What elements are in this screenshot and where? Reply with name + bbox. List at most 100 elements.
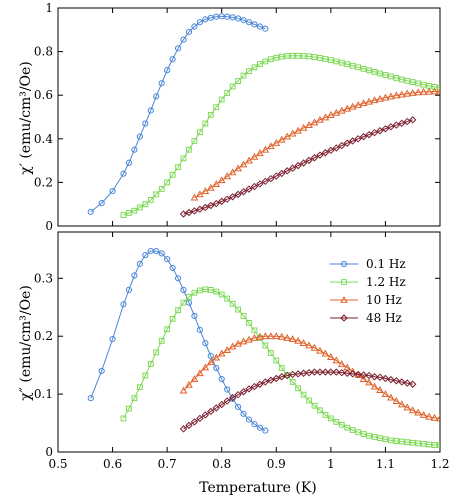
- data-point-1-2-hz: [142, 372, 149, 379]
- data-point-10-hz: [228, 168, 237, 176]
- x-tick-label: 0.6: [103, 457, 122, 471]
- data-point-1-2-hz: [437, 85, 440, 91]
- data-point-48-hz: [343, 369, 351, 377]
- x-tick-label: 0.7: [158, 457, 177, 471]
- data-point-1-2-hz: [180, 155, 187, 162]
- legend-label-1-2-hz: 1.2 Hz: [366, 275, 406, 289]
- data-point-48-hz: [179, 425, 188, 433]
- data-point-48-hz: [261, 177, 270, 186]
- data-point-48-hz: [332, 368, 341, 376]
- data-point-10-hz: [250, 333, 259, 341]
- data-point-10-hz: [365, 378, 373, 386]
- data-point-10-hz: [316, 115, 324, 123]
- data-point-0-1-hz: [213, 364, 220, 372]
- data-point-1-2-hz: [327, 57, 334, 64]
- data-point-1-2-hz: [246, 68, 252, 75]
- data-point-10-hz: [261, 332, 270, 340]
- data-point-1-2-hz: [175, 164, 181, 171]
- data-point-48-hz: [327, 368, 335, 376]
- data-point-48-hz: [359, 371, 368, 379]
- data-point-1-2-hz: [349, 427, 356, 433]
- data-point-10-hz: [381, 93, 390, 101]
- data-point-10-hz: [266, 332, 275, 340]
- data-point-0-1-hz: [196, 326, 203, 333]
- data-point-1-2-hz: [126, 405, 132, 412]
- legend-marker-10-hz: [340, 295, 348, 303]
- data-point-1-2-hz: [311, 402, 318, 409]
- data-point-1-2-hz: [377, 70, 383, 77]
- data-point-0-1-hz: [196, 19, 203, 26]
- data-point-48-hz: [365, 130, 373, 139]
- data-point-1-2-hz: [333, 58, 340, 65]
- data-point-10-hz: [381, 390, 390, 398]
- data-point-0-1-hz: [164, 67, 171, 74]
- data-point-48-hz: [278, 169, 286, 178]
- data-point-0-1-hz: [109, 336, 116, 343]
- data-point-48-hz: [218, 197, 226, 206]
- data-point-48-hz: [343, 139, 351, 147]
- data-point-0-1-hz: [98, 367, 105, 375]
- data-point-0-1-hz: [153, 93, 160, 100]
- data-point-10-hz: [283, 333, 292, 341]
- series-line-48-hz: [183, 119, 413, 215]
- data-point-10-hz: [261, 145, 270, 153]
- data-point-1-2-hz: [218, 291, 225, 298]
- data-point-1-2-hz: [311, 54, 318, 60]
- y-tick-label-top: 0.4: [34, 132, 53, 146]
- data-point-10-hz: [206, 183, 215, 191]
- data-point-48-hz: [305, 156, 313, 165]
- data-point-10-hz: [403, 89, 412, 97]
- data-point-0-1-hz: [142, 252, 149, 259]
- data-point-1-2-hz: [387, 73, 394, 80]
- data-point-10-hz: [337, 359, 346, 367]
- data-point-0-1-hz: [262, 25, 269, 32]
- data-point-0-1-hz: [240, 410, 247, 417]
- data-point-48-hz: [261, 378, 270, 386]
- y-axis-label-top: χ′ (emu/cm³/Oe): [18, 61, 34, 175]
- data-point-0-1-hz: [125, 159, 133, 166]
- data-point-1-2-hz: [147, 361, 154, 367]
- data-point-10-hz: [272, 138, 281, 146]
- data-point-1-2-hz: [136, 204, 143, 211]
- data-point-0-1-hz: [174, 275, 182, 282]
- y-tick-label-bottom: 0: [45, 445, 53, 459]
- data-point-0-1-hz: [147, 107, 154, 114]
- data-point-48-hz: [381, 374, 390, 383]
- data-point-0-1-hz: [218, 375, 225, 383]
- data-point-1-2-hz: [366, 67, 372, 74]
- data-point-48-hz: [354, 135, 362, 143]
- data-point-0-1-hz: [109, 188, 116, 195]
- data-point-1-2-hz: [387, 437, 394, 444]
- data-point-48-hz: [376, 373, 384, 382]
- series-0-1-hz-top: [87, 13, 269, 215]
- data-point-48-hz: [370, 373, 379, 381]
- data-point-10-hz: [212, 180, 221, 188]
- data-point-48-hz: [403, 117, 411, 126]
- data-point-48-hz: [256, 180, 264, 188]
- data-point-10-hz: [196, 190, 204, 198]
- data-point-0-1-hz: [251, 421, 258, 428]
- data-point-10-hz: [217, 349, 226, 357]
- data-point-10-hz: [392, 91, 401, 99]
- data-point-48-hz: [179, 210, 188, 218]
- data-point-1-2-hz: [262, 342, 269, 349]
- data-point-48-hz: [299, 159, 308, 167]
- data-point-1-2-hz: [327, 415, 334, 422]
- data-point-1-2-hz: [180, 299, 187, 306]
- data-point-48-hz: [218, 400, 226, 409]
- data-point-1-2-hz: [218, 96, 225, 103]
- data-point-48-hz: [196, 414, 204, 423]
- data-point-10-hz: [256, 332, 264, 340]
- y-tick-label-top: 1: [45, 1, 53, 15]
- x-tick-label: 0.8: [212, 457, 231, 471]
- data-point-1-2-hz: [306, 53, 312, 60]
- data-point-1-2-hz: [382, 436, 389, 443]
- data-point-48-hz: [354, 370, 362, 379]
- data-point-10-hz: [425, 412, 433, 420]
- data-point-10-hz: [370, 382, 379, 390]
- data-point-48-hz: [387, 123, 395, 131]
- data-point-0-1-hz: [164, 256, 171, 263]
- legend: 0.1 Hz 1.2 Hz 10 Hz 48 Hz: [330, 257, 406, 325]
- data-point-0-1-hz: [224, 386, 231, 393]
- data-point-48-hz: [185, 421, 193, 430]
